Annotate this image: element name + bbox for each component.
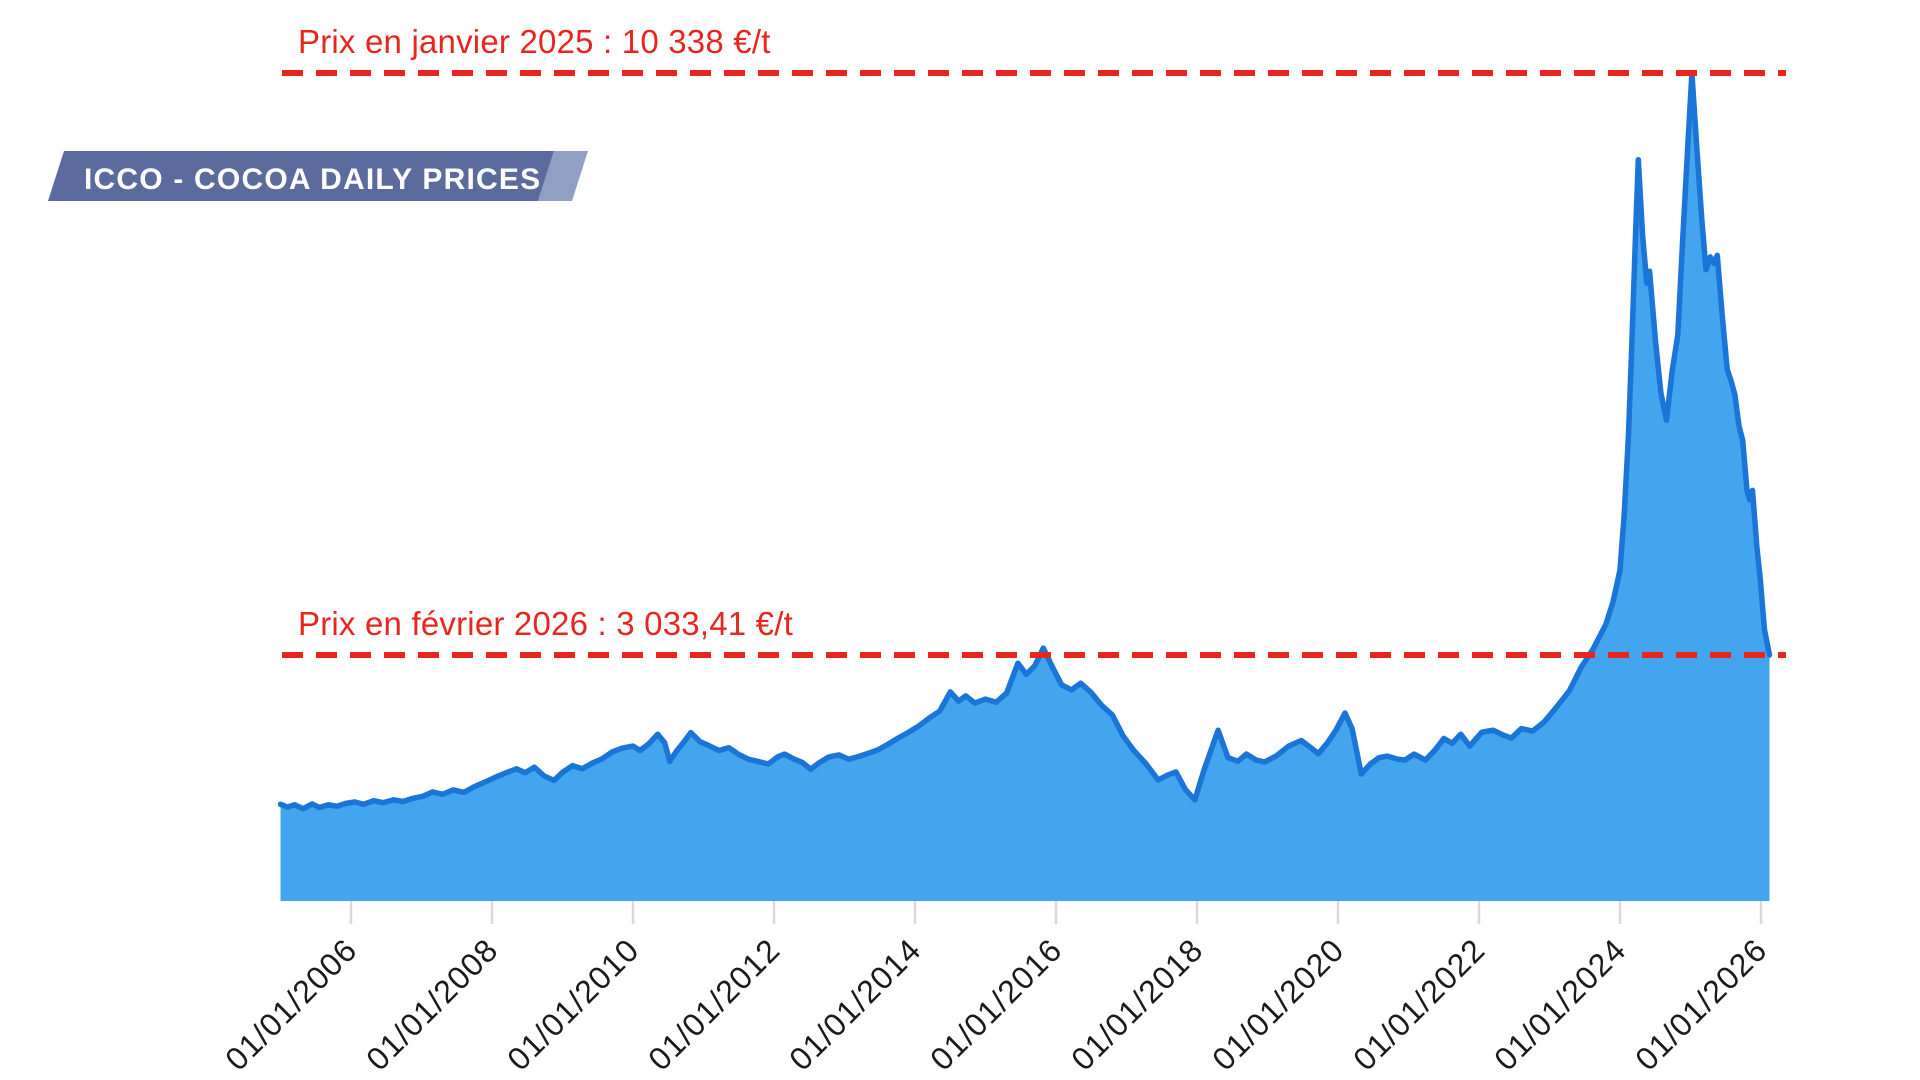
title-badge-accent xyxy=(538,151,588,201)
x-tick-label-2024: 01/01/2024 xyxy=(1487,931,1633,1077)
x-tick-label-2012: 01/01/2012 xyxy=(641,931,787,1077)
title-badge-label: ICCO - COCOA DAILY PRICES xyxy=(84,163,541,196)
x-tick-label-2016: 01/01/2016 xyxy=(923,931,1069,1077)
x-axis-labels: 01/01/200601/01/200801/01/201001/01/2012… xyxy=(218,931,1774,1077)
title-badge: ICCO - COCOA DAILY PRICES xyxy=(48,151,588,201)
x-tick-label-2022: 01/01/2022 xyxy=(1346,931,1492,1077)
annotation-feb-2026: Prix en février 2026 : 3 033,41 €/t xyxy=(298,605,793,642)
price-area-fill xyxy=(280,73,1770,901)
x-tick-label-2026: 01/01/2026 xyxy=(1628,931,1774,1077)
x-tick-label-2014: 01/01/2014 xyxy=(782,931,928,1077)
x-tick-label-2018: 01/01/2018 xyxy=(1064,931,1210,1077)
x-tick-label-2010: 01/01/2010 xyxy=(500,931,646,1077)
price-line xyxy=(277,70,1773,812)
x-tick-label-2008: 01/01/2008 xyxy=(359,931,505,1077)
title-badge-background xyxy=(48,151,554,201)
x-tick-label-2020: 01/01/2020 xyxy=(1205,931,1351,1077)
x-tick-label-2006: 01/01/2006 xyxy=(218,931,364,1077)
x-axis-ticks xyxy=(349,901,1763,924)
annotation-jan-2025: Prix en janvier 2025 : 10 338 €/t xyxy=(298,23,771,60)
